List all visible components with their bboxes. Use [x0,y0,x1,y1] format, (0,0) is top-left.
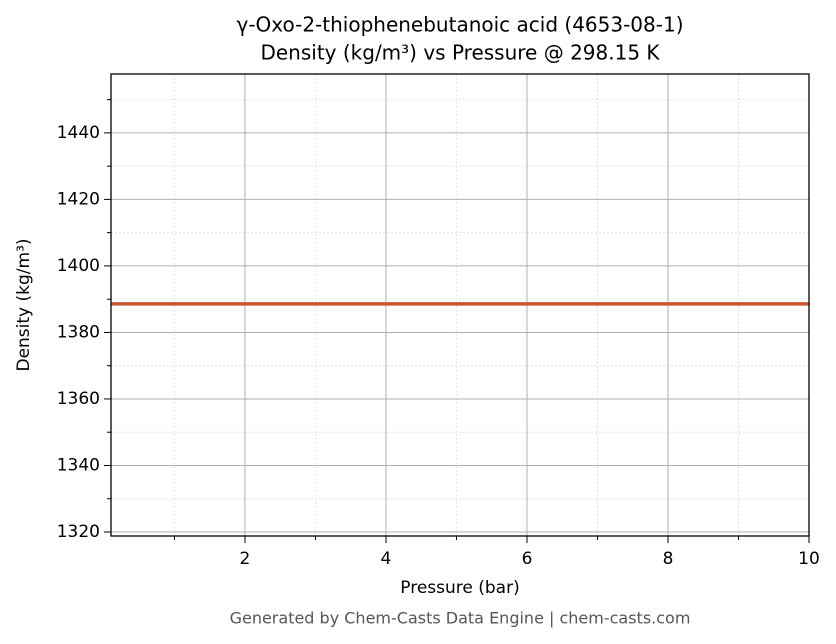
y-tick-label: 1400 [57,256,100,276]
y-tick-label: 1360 [57,389,100,409]
plot-frame [110,73,810,537]
footer: Generated by Chem-Casts Data Engine | ch… [230,609,691,628]
x-tick-label: 8 [663,549,674,569]
x-tick-label: 6 [522,549,533,569]
y-tick-label: 1380 [57,322,100,342]
x-tick-label: 2 [240,549,251,569]
y-axis-label: Density (kg/m³) [14,238,34,371]
x-tick-label: 10 [798,549,820,569]
chart-subtitle: Density (kg/m³) vs Pressure @ 298.15 K [260,41,660,65]
chart-title: γ-Oxo-2-thiophenebutanoic acid (4653-08-… [236,13,683,37]
x-axis-label: Pressure (bar) [400,578,519,598]
y-tick-label: 1440 [57,123,100,143]
y-tick-label: 1320 [57,522,100,542]
x-tick-label: 4 [381,549,392,569]
y-tick-label: 1420 [57,189,100,209]
y-tick-label: 1340 [57,455,100,475]
